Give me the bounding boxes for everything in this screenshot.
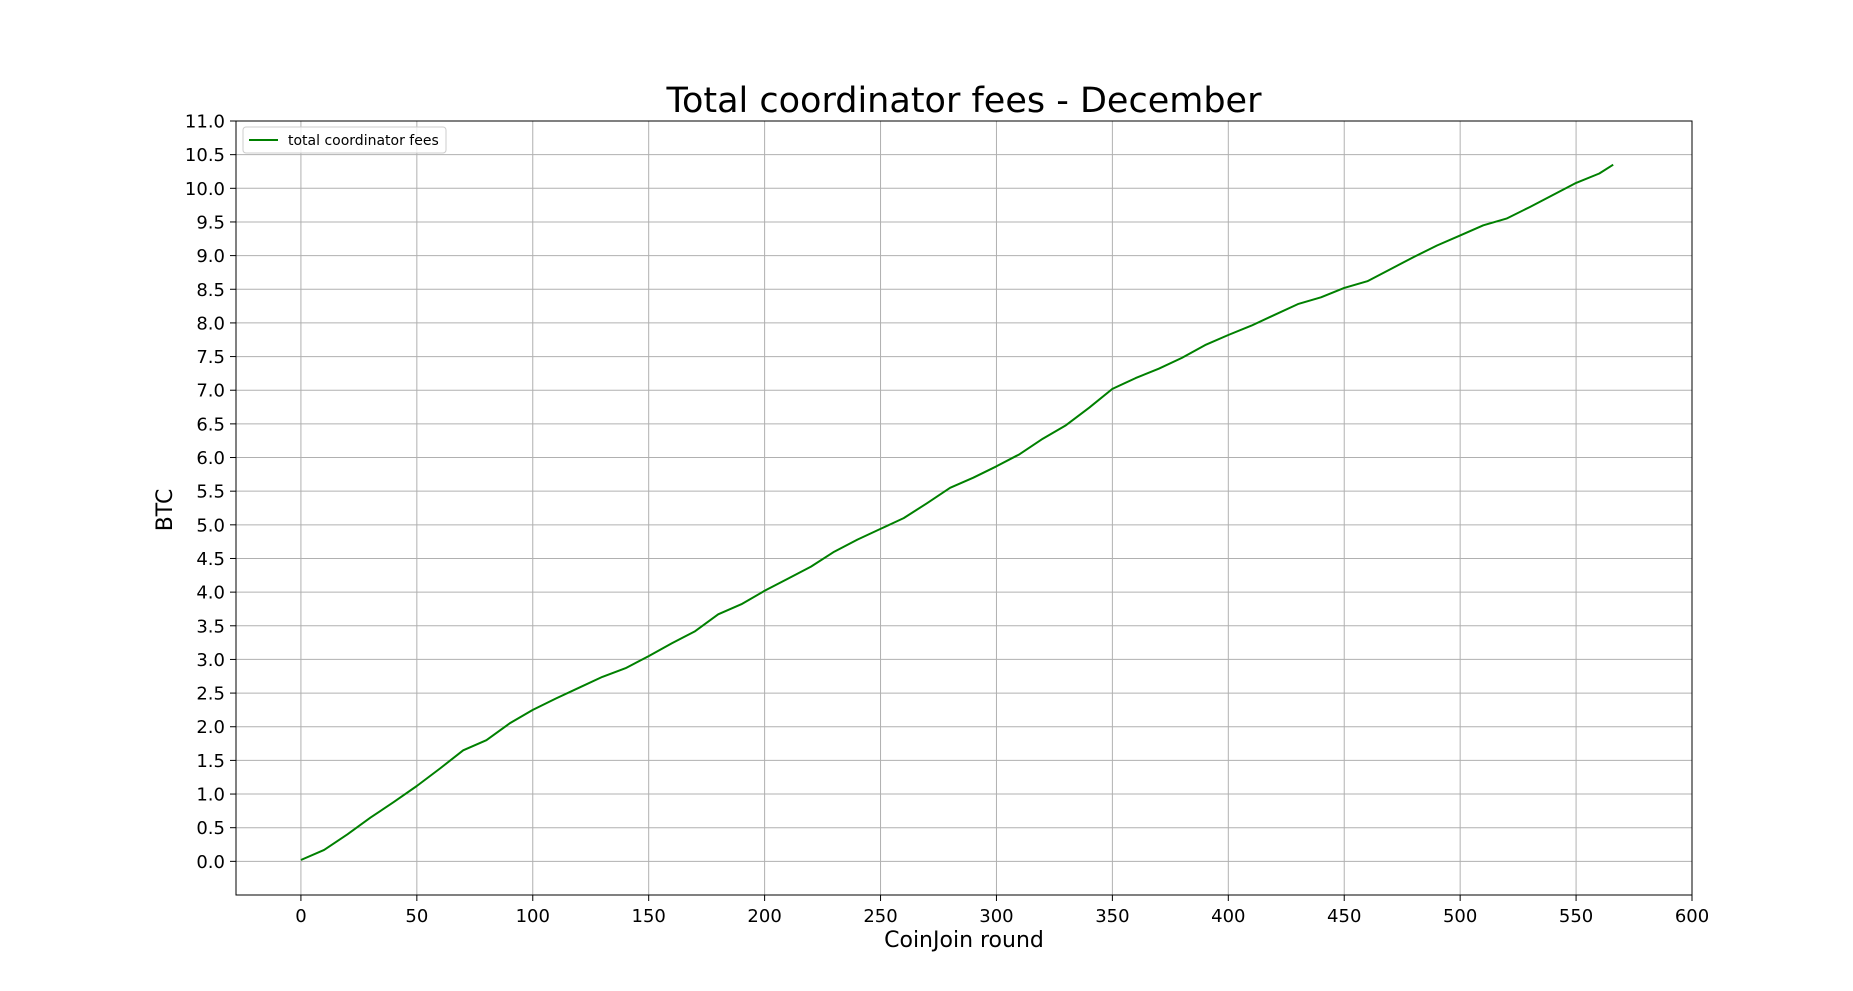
y-tick-label: 4.0 xyxy=(196,583,225,604)
x-tick-label: 150 xyxy=(632,906,666,927)
x-axis-label: CoinJoin round xyxy=(884,928,1044,953)
x-tick-label: 600 xyxy=(1675,906,1709,927)
x-tick-label: 0 xyxy=(295,906,306,927)
y-tick-label: 7.5 xyxy=(196,347,225,368)
y-tick-label: 11.0 xyxy=(185,112,225,133)
y-tick-label: 8.5 xyxy=(196,280,225,301)
x-tick-label: 350 xyxy=(1095,906,1129,927)
x-tick-label: 200 xyxy=(747,906,781,927)
legend-entry: total coordinator fees xyxy=(288,133,439,149)
x-tick-label: 100 xyxy=(516,906,550,927)
series-layer xyxy=(300,163,1614,861)
x-tick-label: 450 xyxy=(1327,906,1361,927)
y-tick-label: 8.0 xyxy=(196,313,225,334)
y-tick-label: 3.0 xyxy=(196,650,225,671)
x-tick-label: 550 xyxy=(1559,906,1593,927)
x-tick-label: 50 xyxy=(405,906,428,927)
grid-layer xyxy=(236,120,1693,895)
y-tick-label: 1.5 xyxy=(196,751,225,772)
y-tick-label: 0.0 xyxy=(196,852,225,873)
x-tick-label: 250 xyxy=(863,906,897,927)
y-tick-label: 2.0 xyxy=(196,717,225,738)
y-tick-label: 10.0 xyxy=(185,179,225,200)
y-tick-label: 10.5 xyxy=(185,145,225,166)
y-tick-label: 4.5 xyxy=(196,549,225,570)
y-tick-label: 6.5 xyxy=(196,414,225,435)
y-tick-label: 5.5 xyxy=(196,482,225,503)
y-tick-label: 1.0 xyxy=(196,785,225,806)
legend: total coordinator fees xyxy=(242,126,447,154)
y-tick-label: 9.0 xyxy=(196,246,225,267)
y-axis-label: BTC xyxy=(153,489,178,532)
ticks-layer: 0 50 100 150 200 250 300 350 400 450 500 550 600 0.0 0… xyxy=(185,112,1709,928)
y-tick-label: 5.0 xyxy=(196,515,225,536)
y-tick-label: 6.0 xyxy=(196,448,225,469)
y-tick-label: 2.5 xyxy=(196,684,225,705)
plot-frame xyxy=(235,120,1693,896)
series-line-total-coordinator-fees xyxy=(300,163,1614,861)
chart-title: Total coordinator fees - December xyxy=(666,81,1263,121)
y-tick-label: 9.5 xyxy=(196,212,225,233)
x-tick-label: 300 xyxy=(979,906,1013,927)
legend-box xyxy=(242,126,447,154)
x-tick-label: 400 xyxy=(1211,906,1245,927)
y-tick-label: 3.5 xyxy=(196,616,225,637)
y-tick-label: 0.5 xyxy=(196,818,225,839)
x-tick-label: 500 xyxy=(1443,906,1477,927)
y-tick-label: 7.0 xyxy=(196,381,225,402)
